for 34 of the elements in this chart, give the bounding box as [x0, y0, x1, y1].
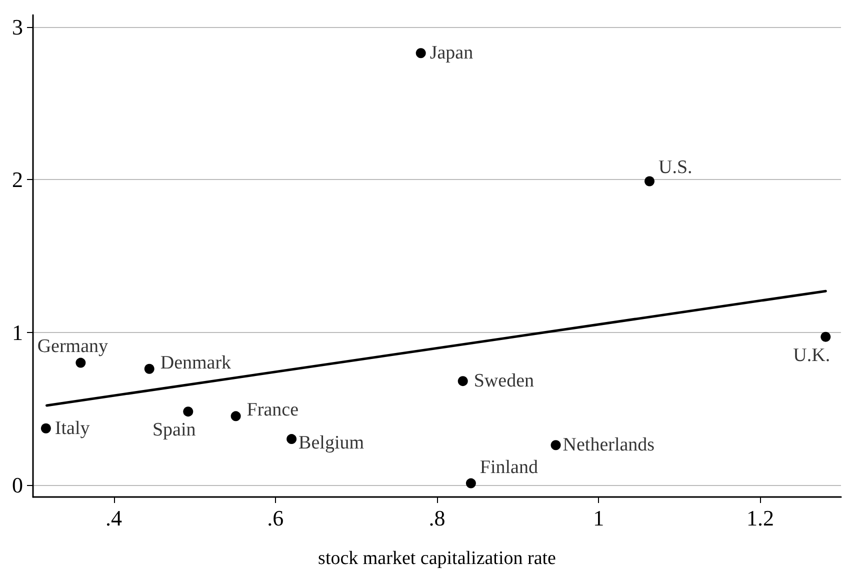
annotation: Denmark [160, 352, 232, 374]
annotation: Sweden [474, 370, 535, 392]
annotation: Spain [152, 420, 196, 441]
point [40, 423, 51, 434]
point [550, 440, 561, 450]
point [183, 406, 194, 417]
x-axis-title: stock market capitalization rate [318, 548, 556, 569]
annotation: U.K. [793, 344, 830, 366]
point [466, 478, 476, 488]
x-tick-label: 1.2 [746, 506, 774, 530]
annotation: Japan [430, 42, 474, 64]
point [76, 358, 86, 368]
annotation: Belgium [298, 432, 364, 454]
point [230, 411, 241, 422]
annotation: Germany [37, 336, 109, 357]
x-tick-label: .6 [267, 506, 284, 530]
annotation: Netherlands [562, 434, 655, 456]
point [144, 364, 154, 374]
point [458, 376, 468, 386]
x-tick-label: .8 [428, 506, 446, 530]
point [416, 48, 426, 58]
y-tick-label: 2 [12, 167, 23, 192]
x-tick-label: 1 [593, 506, 604, 530]
x-tick-label: .4 [106, 506, 122, 530]
point [286, 434, 297, 444]
y-tick-label: 0 [12, 472, 23, 498]
annotation: France [246, 400, 299, 421]
point [644, 176, 655, 186]
point [820, 332, 831, 342]
y-tick-label: 3 [12, 14, 23, 40]
annotation: U.S. [658, 156, 692, 178]
annotation: Finland [480, 456, 538, 478]
y-tick-label: 1 [12, 320, 23, 345]
annotation: Italy [54, 418, 90, 439]
